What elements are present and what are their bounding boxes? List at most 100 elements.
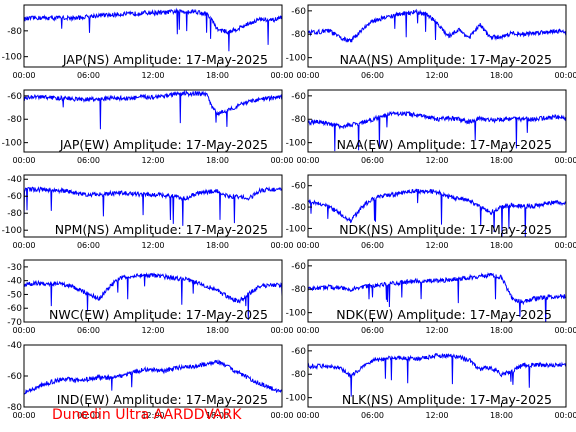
x-tick-label: 18:00: [206, 326, 229, 335]
x-tick-label: 12:00: [141, 411, 164, 420]
x-tick-label: 00:00: [296, 71, 319, 80]
y-tick-label: -60: [291, 182, 306, 192]
x-tick-label: 18:00: [490, 411, 513, 420]
x-tick-label: 00:00: [554, 71, 576, 80]
x-tick-label: 12:00: [425, 71, 448, 80]
x-tick-label: 00:00: [554, 156, 576, 165]
chart-title: NAA(NS) Amplitude: 17-May-2025: [340, 52, 552, 67]
y-tick-label: -80: [291, 285, 306, 295]
y-tick-label: -100: [286, 139, 307, 149]
x-tick-label: 12:00: [141, 241, 164, 250]
x-tick-label: 18:00: [490, 241, 513, 250]
y-tick-label: -80: [7, 27, 22, 37]
y-tick-label: -60: [291, 92, 306, 102]
series-line: [308, 272, 566, 322]
y-tick-label: -80: [7, 209, 22, 219]
x-tick-label: 00:00: [12, 411, 35, 420]
chart-title: NDK(EW) Amplitude: 17-May-2025: [336, 307, 552, 322]
x-tick-label: 18:00: [206, 156, 229, 165]
series-line: [308, 8, 566, 43]
x-tick-label: 06:00: [361, 71, 384, 80]
x-tick-label: 12:00: [425, 411, 448, 420]
x-tick-label: 06:00: [77, 241, 100, 250]
y-tick-label: -100: [286, 309, 307, 319]
y-tick-label: -60: [7, 92, 22, 102]
y-tick-label: -50: [7, 290, 22, 300]
x-tick-label: 00:00: [270, 156, 293, 165]
y-tick-label: -80: [7, 403, 22, 413]
chart-title: IND(EW) Amplitude: 17-May-2025: [57, 392, 268, 407]
x-tick-label: 00:00: [270, 411, 293, 420]
y-tick-label: -100: [286, 224, 307, 234]
y-tick-label: -30: [7, 263, 22, 273]
x-tick-label: 12:00: [425, 326, 448, 335]
series-line: [308, 110, 566, 152]
y-tick-label: -70: [7, 318, 22, 328]
x-tick-label: 12:00: [425, 156, 448, 165]
y-tick-label: -40: [7, 175, 22, 185]
x-tick-label: 18:00: [206, 71, 229, 80]
footer-label: Dunedin Ultra AARDDVARK: [52, 407, 242, 423]
x-tick-label: 06:00: [361, 156, 384, 165]
y-tick-label: -80: [291, 370, 306, 380]
y-tick-label: -100: [2, 139, 23, 149]
x-tick-label: 00:00: [12, 326, 35, 335]
x-tick-label: 12:00: [141, 326, 164, 335]
y-tick-label: -80: [7, 115, 22, 125]
x-tick-label: 00:00: [296, 411, 319, 420]
chart-title: JAP(EW) Amplitude: 17-May-2025: [59, 137, 268, 152]
x-tick-label: 06:00: [361, 241, 384, 250]
x-tick-label: 00:00: [12, 241, 35, 250]
y-tick-label: -60: [291, 262, 306, 272]
y-tick-label: -100: [286, 54, 307, 64]
y-tick-label: -100: [2, 53, 23, 63]
x-tick-label: 00:00: [12, 71, 35, 80]
x-tick-label: 12:00: [141, 156, 164, 165]
x-tick-label: 06:00: [77, 156, 100, 165]
chart-title: NDK(NS) Amplitude: 17-May-2025: [339, 222, 552, 237]
x-tick-label: 00:00: [270, 241, 293, 250]
chart-title: JAP(NS) Amplitude: 17-May-2025: [62, 52, 268, 67]
x-tick-label: 18:00: [490, 326, 513, 335]
x-tick-label: 18:00: [206, 241, 229, 250]
x-tick-label: 00:00: [554, 241, 576, 250]
series-line: [308, 188, 566, 237]
series-line: [24, 90, 282, 130]
series-line: [308, 352, 566, 397]
x-tick-label: 00:00: [270, 71, 293, 80]
series-line: [24, 359, 282, 395]
series-line: [24, 272, 282, 321]
chart-title: NLK(NS) Amplitude: 17-May-2025: [342, 392, 552, 407]
y-tick-label: -60: [7, 192, 22, 202]
x-tick-label: 06:00: [77, 326, 100, 335]
x-tick-label: 12:00: [141, 71, 164, 80]
series-line: [24, 186, 282, 226]
x-tick-label: 06:00: [77, 71, 100, 80]
x-tick-label: 12:00: [425, 241, 448, 250]
series-line: [24, 7, 282, 52]
chart-title: NPM(NS) Amplitude: 17-May-2025: [55, 222, 268, 237]
chart-title: NWC(EW) Amplitude: 17-May-2025: [49, 307, 268, 322]
x-tick-label: 00:00: [296, 326, 319, 335]
x-tick-label: 06:00: [361, 411, 384, 420]
y-tick-label: -80: [291, 203, 306, 213]
x-tick-label: 00:00: [296, 241, 319, 250]
y-tick-label: -100: [286, 394, 307, 404]
y-tick-label: -80: [291, 30, 306, 40]
x-tick-label: 00:00: [554, 326, 576, 335]
x-tick-label: 00:00: [554, 411, 576, 420]
y-tick-label: -40: [7, 277, 22, 287]
y-tick-label: -60: [7, 304, 22, 314]
x-tick-label: 00:00: [12, 156, 35, 165]
x-tick-label: 00:00: [296, 156, 319, 165]
